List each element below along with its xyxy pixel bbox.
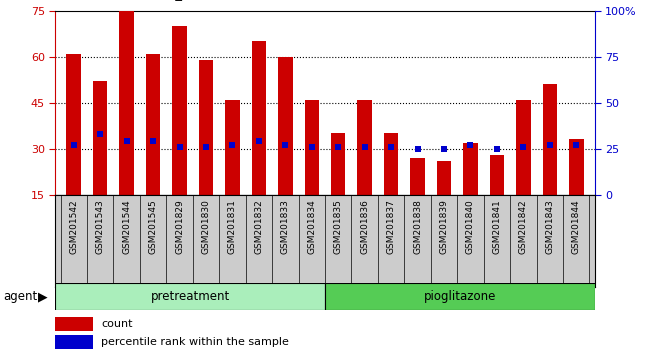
Bar [225,99,240,195]
Bar [516,99,530,195]
Bar [384,133,398,195]
Bar [331,133,346,195]
Bar [410,158,425,195]
Text: GSM201839: GSM201839 [439,199,448,254]
Text: GSM201834: GSM201834 [307,199,317,254]
Text: count: count [101,319,133,329]
Bar [304,99,319,195]
Bar [93,81,107,195]
Text: GSM201841: GSM201841 [493,199,501,254]
Bar [172,26,187,195]
Text: GSM201545: GSM201545 [149,199,157,254]
Text: pioglitazone: pioglitazone [424,290,496,303]
Text: GSM201833: GSM201833 [281,199,290,254]
Text: GSM201829: GSM201829 [175,199,184,254]
Bar [278,57,292,195]
Text: GSM201840: GSM201840 [466,199,475,254]
Text: ▶: ▶ [38,290,47,303]
Bar [437,161,451,195]
Bar [489,155,504,195]
Text: GSM201837: GSM201837 [387,199,396,254]
Bar [66,53,81,195]
Text: GSM201844: GSM201844 [572,199,580,254]
Bar [325,283,595,310]
Text: GSM201544: GSM201544 [122,199,131,254]
Bar [569,139,584,195]
Text: GSM201836: GSM201836 [360,199,369,254]
Text: GSM201543: GSM201543 [96,199,105,254]
Text: agent: agent [3,290,38,303]
Text: GSM201542: GSM201542 [70,199,78,254]
Bar [543,84,557,195]
Bar [463,143,478,195]
Text: percentile rank within the sample: percentile rank within the sample [101,337,289,347]
Text: GSM201843: GSM201843 [545,199,554,254]
Text: GSM201835: GSM201835 [333,199,343,254]
Bar [199,60,213,195]
Bar [252,41,266,195]
Text: GSM201842: GSM201842 [519,199,528,254]
Bar [55,317,93,331]
Bar [146,53,161,195]
Bar [55,335,93,349]
Text: GSM201831: GSM201831 [228,199,237,254]
Bar [358,99,372,195]
Text: pretreatment: pretreatment [151,290,229,303]
Bar [55,283,325,310]
Text: GSM201832: GSM201832 [254,199,263,254]
Text: GSM201830: GSM201830 [202,199,211,254]
Text: GSM201838: GSM201838 [413,199,422,254]
Bar [120,11,134,195]
